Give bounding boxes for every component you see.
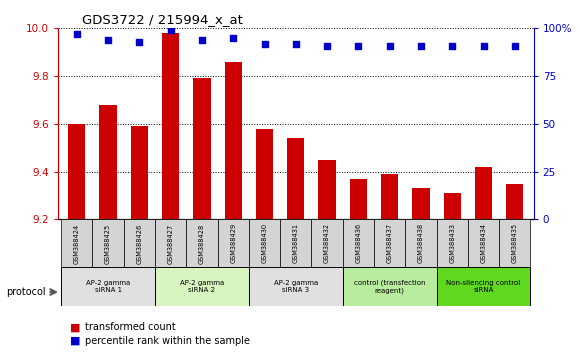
Bar — [224, 62, 242, 219]
Bar — [468, 219, 499, 267]
Text: AP-2 gamma
siRNA 2: AP-2 gamma siRNA 2 — [180, 280, 224, 293]
Text: AP-2 gamma
siRNA 1: AP-2 gamma siRNA 1 — [86, 280, 130, 293]
Bar — [412, 188, 430, 219]
Point — [135, 39, 144, 45]
Point — [72, 31, 81, 37]
Text: GSM388435: GSM388435 — [512, 223, 518, 263]
Point — [322, 43, 332, 48]
Text: GSM388438: GSM388438 — [418, 223, 424, 263]
Point — [416, 43, 426, 48]
Text: GSM388425: GSM388425 — [105, 223, 111, 263]
Text: AP-2 gamma
siRNA 3: AP-2 gamma siRNA 3 — [274, 280, 318, 293]
Point — [166, 27, 175, 33]
Bar — [506, 184, 523, 219]
Text: ■: ■ — [70, 336, 80, 346]
Bar — [92, 219, 124, 267]
Bar — [155, 267, 249, 306]
Point — [291, 41, 300, 46]
Text: GSM388424: GSM388424 — [74, 223, 80, 263]
Bar — [249, 219, 280, 267]
Bar — [437, 219, 468, 267]
Bar — [318, 160, 336, 219]
Text: GSM388431: GSM388431 — [293, 223, 299, 263]
Bar — [249, 267, 343, 306]
Point — [229, 35, 238, 41]
Bar — [68, 124, 85, 219]
Point — [479, 43, 488, 48]
Text: GSM388433: GSM388433 — [450, 223, 455, 263]
Bar — [381, 174, 398, 219]
Bar — [287, 138, 305, 219]
Bar — [350, 179, 367, 219]
Text: transformed count: transformed count — [85, 322, 176, 332]
Point — [510, 43, 520, 48]
Bar — [499, 219, 531, 267]
Bar — [162, 33, 179, 219]
Bar — [437, 267, 531, 306]
Point — [197, 37, 206, 42]
Text: GDS3722 / 215994_x_at: GDS3722 / 215994_x_at — [82, 13, 242, 26]
Text: GSM388432: GSM388432 — [324, 223, 330, 263]
Bar — [193, 79, 211, 219]
Bar — [343, 267, 437, 306]
Bar — [155, 219, 186, 267]
Bar — [311, 219, 343, 267]
Point — [448, 43, 457, 48]
Text: GSM388434: GSM388434 — [481, 223, 487, 263]
Bar — [475, 167, 492, 219]
Text: Non-silencing control
siRNA: Non-silencing control siRNA — [447, 280, 521, 293]
Text: ■: ■ — [70, 322, 80, 332]
Bar — [280, 219, 311, 267]
Point — [103, 37, 113, 42]
Bar — [61, 267, 155, 306]
Bar — [218, 219, 249, 267]
Bar — [61, 219, 92, 267]
Bar — [343, 219, 374, 267]
Bar — [99, 105, 117, 219]
Bar — [444, 193, 461, 219]
Text: GSM388426: GSM388426 — [136, 223, 142, 263]
Point — [260, 41, 269, 46]
Point — [354, 43, 363, 48]
Bar — [374, 219, 405, 267]
Bar — [124, 219, 155, 267]
Text: GSM388428: GSM388428 — [199, 223, 205, 263]
Text: GSM388429: GSM388429 — [230, 223, 236, 263]
Text: GSM388436: GSM388436 — [356, 223, 361, 263]
Text: GSM388430: GSM388430 — [262, 223, 267, 263]
Bar — [130, 126, 148, 219]
Text: GSM388437: GSM388437 — [387, 223, 393, 263]
Text: protocol: protocol — [6, 287, 45, 297]
Text: percentile rank within the sample: percentile rank within the sample — [85, 336, 250, 346]
Text: control (transfection
reagent): control (transfection reagent) — [354, 280, 425, 294]
Bar — [186, 219, 218, 267]
Bar — [405, 219, 437, 267]
Bar — [256, 129, 273, 219]
Point — [385, 43, 394, 48]
Text: GSM388427: GSM388427 — [168, 223, 173, 263]
